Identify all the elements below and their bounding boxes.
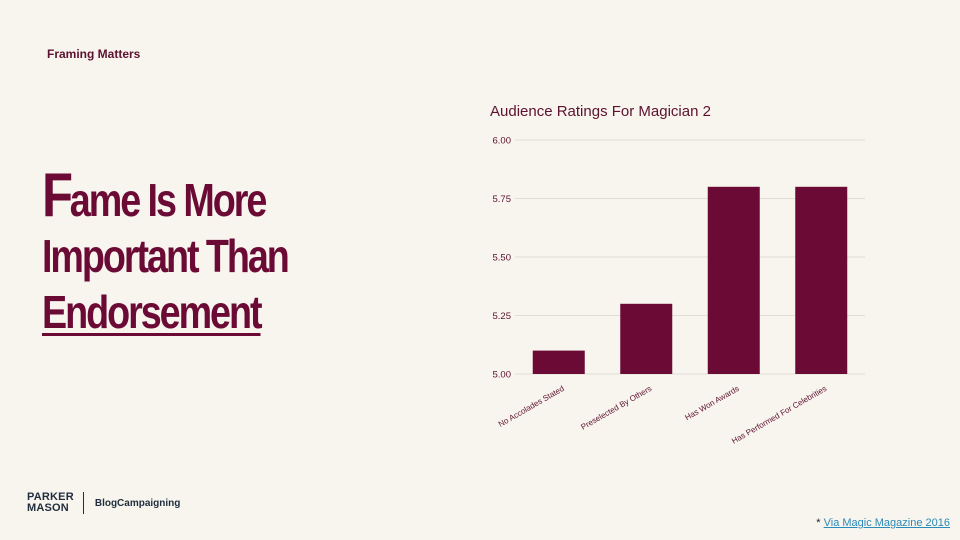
bar-2: [707, 186, 760, 374]
bar-0: [532, 350, 585, 374]
brand-logo-line-1: PARKER: [27, 491, 74, 503]
brand-logo: PARKER MASON: [27, 492, 84, 514]
footnote-marker: *: [816, 517, 821, 529]
headline-line-1: Fame Is More: [42, 165, 337, 228]
y-tick-label: 5.25: [493, 311, 512, 322]
brand-logo-line-2: MASON: [27, 502, 69, 514]
x-tick-label: Has Performed For Celebrities: [730, 384, 828, 446]
y-tick-label: 5.75: [493, 194, 512, 205]
footnote: * Via Magic Magazine 2016: [816, 517, 950, 529]
chart-canvas: 5.00 5.25 5.50 5.75 6.00 No Accolades Stated P…: [493, 136, 865, 446]
headline-line-1-rest: ame Is More: [69, 174, 268, 226]
x-tick-label: No Accolades Stated: [497, 384, 566, 429]
y-tick-label: 6.00: [493, 136, 512, 147]
headline-line-2: Important Than: [42, 230, 290, 282]
bar-3: [795, 186, 848, 374]
bar-1: [620, 303, 673, 374]
x-tick-label: Has Won Awards: [683, 384, 740, 422]
headline: Fame Is More Important Than Endorsement: [42, 165, 337, 340]
headline-first-letter: F: [42, 161, 73, 230]
chart-title: Audience Ratings For Magician 2: [490, 103, 711, 120]
brand-block: PARKER MASON BlogCampaigning: [27, 492, 180, 514]
headline-line-3: Endorsement: [42, 286, 263, 338]
y-tick-label: 5.00: [493, 370, 512, 381]
bar-chart: Audience Ratings For Magician 2 5.00 5.25…: [480, 96, 880, 456]
brand-tagline: BlogCampaigning: [94, 497, 181, 509]
section-label: Framing Matters: [47, 47, 141, 61]
y-tick-label: 5.50: [493, 253, 512, 264]
source-link[interactable]: Via Magic Magazine 2016: [823, 517, 950, 529]
x-tick-label: Preselected By Others: [579, 384, 653, 432]
